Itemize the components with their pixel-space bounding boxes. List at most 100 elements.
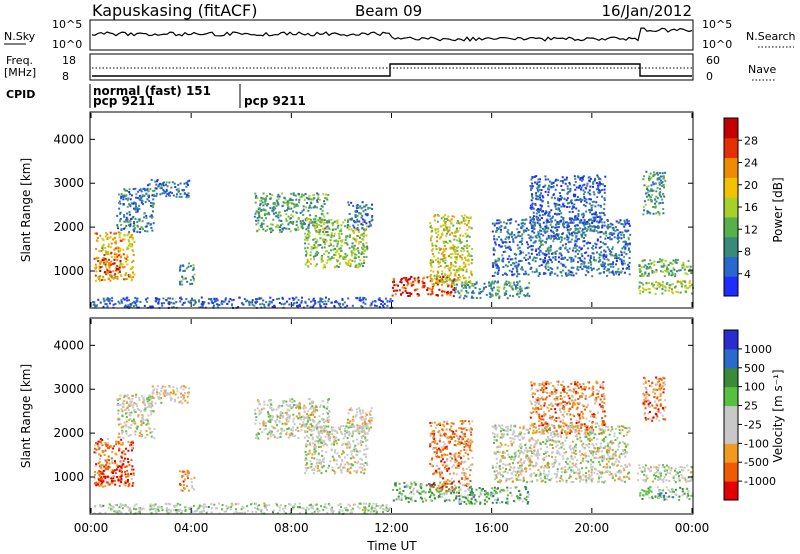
data-cell [557,226,560,228]
data-cell [496,227,499,229]
data-cell [580,219,583,222]
data-cell [577,209,580,212]
data-cell [497,222,500,225]
data-cell [121,443,124,446]
data-cell [103,254,106,256]
data-cell [616,229,619,232]
data-cell [580,263,583,266]
data-cell [541,194,544,197]
data-cell [523,222,526,225]
data-cell [588,219,590,221]
data-cell [114,460,116,463]
data-cell [515,253,518,256]
colorbar-tick-label: 24 [744,157,758,170]
data-cell [127,244,130,247]
data-cell [97,440,100,443]
data-cell [99,279,101,282]
data-cell [531,182,534,185]
data-cell [288,199,291,202]
data-cell [628,261,631,264]
data-cell [651,194,654,197]
data-cell [585,269,588,272]
data-cell [572,266,575,269]
data-cell [502,257,505,260]
data-cell [503,221,506,224]
data-cell [137,218,140,221]
nsky-tick-bottom: 10^0 [52,38,82,51]
data-cell [276,414,279,417]
data-cell [443,281,446,284]
data-cell [283,400,285,403]
data-cell [599,235,602,238]
data-cell [641,273,644,275]
data-cell [431,229,434,232]
data-cell [162,297,165,300]
data-cell [545,211,548,214]
data-cell [98,481,101,484]
data-cell [346,243,349,246]
data-cell [553,237,556,240]
data-cell [134,203,137,206]
data-cell [623,225,626,228]
data-cell [589,229,592,232]
data-cell [554,256,557,258]
data-cell [355,240,358,243]
data-cell [254,196,257,199]
data-cell [116,476,119,478]
data-cell [431,249,434,252]
data-cell [333,440,336,442]
data-cell [559,241,562,243]
data-cell [558,192,561,194]
data-cell [120,455,123,458]
data-cell [358,212,361,215]
data-cell [448,219,451,222]
data-cell [121,402,124,405]
data-cell [316,436,319,439]
data-cell [690,268,693,271]
data-cell [131,267,133,270]
data-cell [548,221,550,224]
data-cell [589,177,592,180]
data-cell [313,443,316,446]
data-cell [352,251,355,254]
data-cell [568,247,571,250]
data-cell [549,180,551,183]
data-cell [262,228,265,231]
data-cell [122,195,125,198]
data-cell [119,260,122,262]
data-cell [432,286,434,289]
data-cell [539,229,541,232]
data-cell [438,247,441,250]
data-cell [123,238,126,241]
data-cell [456,279,459,282]
data-cell [109,236,112,239]
data-cell [307,298,310,301]
data-cell [356,226,359,229]
data-cell [264,229,267,232]
data-cell [292,222,294,225]
data-cell [286,209,288,212]
cpid-seg2-label: pcp 9211 [244,94,306,108]
data-cell [669,262,672,265]
data-cell [121,415,124,418]
data-cell [127,405,130,407]
data-cell [132,259,135,262]
data-cell [122,431,125,433]
data-cell [325,303,328,306]
data-cell [604,237,607,240]
data-cell [509,258,512,261]
data-cell [670,274,673,277]
data-cell [512,238,515,241]
data-cell [563,237,566,240]
data-cell [120,193,123,196]
data-cell [179,192,182,195]
data-cell [133,224,136,227]
data-cell [260,408,263,411]
data-cell [127,274,130,276]
data-cell [560,205,563,208]
data-cell [327,398,330,401]
data-cell [471,295,474,298]
data-cell [278,420,281,423]
data-cell [304,247,307,250]
data-cell [620,270,623,273]
